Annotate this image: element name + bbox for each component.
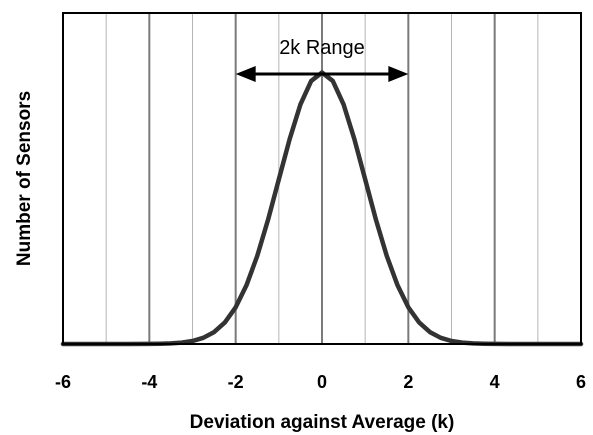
range-label: 2k Range bbox=[279, 37, 365, 59]
x-axis-title: Deviation against Average (k) bbox=[190, 412, 455, 433]
range-arrow-right-head bbox=[388, 66, 409, 82]
y-axis-title: Number of Sensors bbox=[14, 91, 35, 266]
plot-frame bbox=[62, 12, 582, 345]
x-tick-label: 2 bbox=[403, 372, 413, 392]
range-annotation: 2k Range bbox=[235, 37, 409, 82]
range-arrow-left-head bbox=[235, 66, 256, 82]
x-tick-label: 6 bbox=[576, 372, 586, 392]
grid bbox=[105, 13, 539, 344]
x-tick-labels: -6 -4 -2 0 2 4 6 bbox=[55, 372, 586, 392]
x-tick-label: -2 bbox=[228, 372, 244, 392]
x-tick-label: 0 bbox=[317, 372, 327, 392]
x-tick-label: -6 bbox=[55, 372, 71, 392]
x-tick-label: 4 bbox=[490, 372, 500, 392]
x-tick-label: -4 bbox=[141, 372, 157, 392]
